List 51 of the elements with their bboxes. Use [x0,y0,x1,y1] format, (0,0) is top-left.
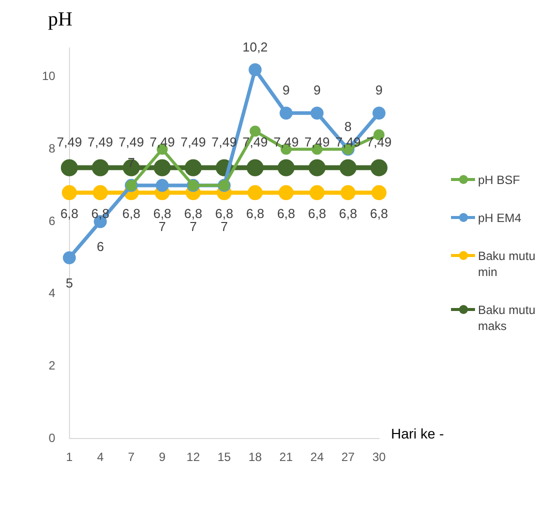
x-tick-label: 27 [341,450,356,464]
data-label: 7,49 [118,134,144,150]
data-label: 7,49 [88,134,113,150]
legend-label: pH EM4 [478,210,522,226]
x-tick-label: 24 [310,450,324,464]
x-tick-label: 12 [186,450,200,464]
data-label: 6,8 [184,206,202,222]
x-tick-label: 4 [96,450,104,464]
x-tick-label: 9 [158,450,166,464]
data-label: 6 [96,239,104,254]
data-label: 9 [282,82,290,98]
y-tick-label: 4 [48,286,56,300]
y-tick-label: 8 [48,142,56,156]
data-label: 6,8 [60,206,78,222]
legend-label: Baku mutu min [478,248,536,280]
data-label: 9 [313,82,321,98]
data-label: 6,8 [215,206,234,222]
data-label: 6,8 [308,206,326,222]
legend-label: Baku mutu maks [478,302,536,334]
data-label: 6,8 [338,206,358,222]
data-label: 5 [66,275,73,290]
data-label: 7,49 [56,134,82,150]
x-tick-label: 15 [217,450,232,464]
data-label: 6,8 [277,206,296,222]
y-axis-title: pH [48,8,72,30]
legend-label: pH BSF [478,172,520,188]
x-tick-label: 18 [248,450,262,464]
y-tick-label: 6 [48,214,56,228]
data-label: 6,8 [370,206,388,222]
data-label: 10,2 [242,39,268,54]
data-label: 6,8 [246,206,264,222]
data-label: 7 [158,219,166,234]
data-label: 7 [190,219,197,234]
data-label: 6,8 [122,206,140,222]
y-tick-label: 10 [42,69,56,84]
data-label: 9 [375,82,383,98]
x-tick-label: 7 [128,450,135,464]
data-label: 6,8 [153,206,172,222]
data-label: 7,49 [335,134,361,150]
data-label: 7,49 [150,134,175,150]
y-tick-label: 2 [48,358,56,373]
x-axis-title: Hari ke - [391,425,444,442]
data-label: 7,49 [180,134,206,150]
data-label: 8 [344,118,352,134]
x-tick-label: 21 [279,450,294,464]
data-label: 7,49 [304,134,330,150]
x-tick-label: 30 [372,450,386,464]
data-label: 7,49 [366,134,392,150]
data-label: 7 [220,219,228,234]
x-tick-label: 1 [66,450,74,464]
y-tick-label: 0 [48,430,56,445]
